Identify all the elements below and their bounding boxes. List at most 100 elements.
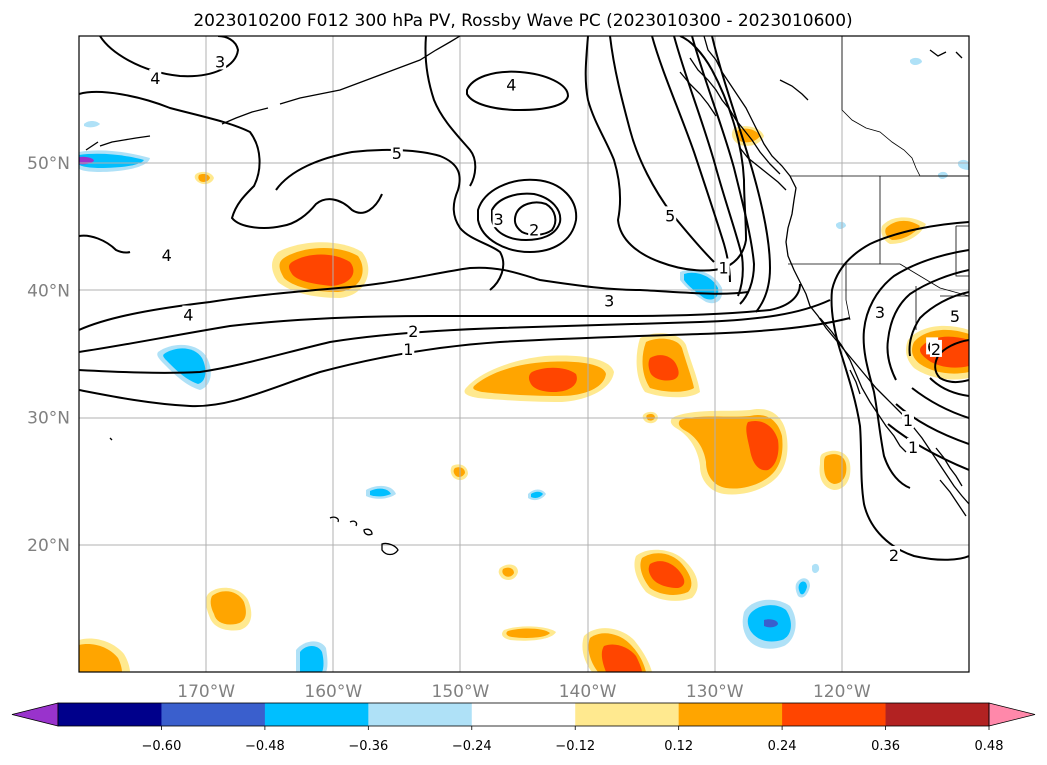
coastlines (85, 36, 969, 556)
positive-anomaly (528, 367, 577, 392)
negative-anomaly (910, 57, 922, 65)
colorbar-extend-low (11, 702, 59, 727)
contour-label: 2 (529, 220, 539, 239)
contour-label-background (874, 303, 886, 321)
positive-anomaly (646, 414, 655, 421)
contour-label-background (664, 206, 677, 224)
contour-label: 3 (875, 303, 885, 322)
negative-anomaly (958, 159, 969, 170)
contour-label: 5 (665, 206, 675, 225)
colorbar-extend-high (988, 702, 1036, 727)
colorbar-tick-label: 0.12 (664, 739, 693, 754)
contour-label-background (901, 411, 914, 429)
contour-label: 4 (506, 75, 516, 94)
pv-shading (79, 57, 969, 672)
contour-label-background (505, 75, 518, 93)
latitude-labels: 20°N 30°N 40°N 50°N (27, 154, 70, 556)
figure-title: 2023010200 F012 300 hPa PV, Rossby Wave … (193, 11, 852, 31)
colorbar-segment (161, 703, 266, 726)
positive-anomaly (506, 628, 550, 638)
colorbar-tick-label: −0.48 (245, 739, 285, 754)
longitude-labels: 170°W 160°W 150°W 140°W 130°W 120°W (177, 682, 871, 702)
colorbar-segment (58, 703, 162, 726)
colorbar-tick-label: −0.12 (555, 739, 595, 754)
contour-label-background (887, 545, 900, 563)
negative-anomaly (79, 156, 94, 165)
contour-label-background (949, 306, 962, 324)
negative-anomaly (163, 348, 206, 384)
latitude-label: 50°N (27, 154, 70, 174)
colorbar-segment (885, 703, 990, 726)
map-frame (78, 35, 970, 673)
colorbar-tick-label: −0.36 (348, 739, 388, 754)
positive-anomaly (824, 454, 847, 484)
contour-label-background (407, 322, 420, 340)
positive-anomaly (289, 254, 354, 286)
positive-anomaly (648, 561, 685, 588)
contour-label: 4 (150, 69, 160, 88)
borders (788, 36, 969, 330)
colorbar-segment (782, 703, 887, 726)
colorbar-segment (575, 703, 680, 726)
negative-anomaly (798, 581, 807, 595)
negative-anomaly (764, 619, 778, 628)
contour-label: 3 (604, 292, 614, 311)
contour-label-background (929, 339, 942, 357)
contour-label: 2 (889, 546, 899, 565)
contour-label: 4 (183, 306, 193, 325)
contour-label-background (182, 305, 195, 323)
positive-anomaly (648, 355, 679, 381)
contour-label-background (149, 68, 162, 86)
positive-anomaly (79, 644, 122, 672)
contour-label: 1 (903, 411, 913, 430)
positive-anomaly (601, 644, 642, 672)
contour-label-background (603, 291, 616, 309)
colorbar-segment (678, 703, 783, 726)
pv-contours (79, 36, 969, 561)
contour-label-background (402, 339, 415, 357)
map-background (79, 36, 969, 672)
colorbar-segment (471, 703, 576, 726)
negative-anomaly (370, 488, 391, 497)
contour-label-background (528, 220, 541, 238)
colorbar-tick-label: 0.48 (975, 739, 1004, 754)
positive-anomaly (210, 591, 246, 625)
contour-label: 5 (392, 144, 402, 163)
contour-label-background (492, 210, 505, 228)
contour-label-background (160, 245, 173, 263)
colorbar-tick-label: 0.24 (768, 739, 797, 754)
latitude-label: 20°N (27, 536, 70, 556)
longitude-label: 120°W (813, 682, 871, 702)
latitude-label: 30°N (27, 409, 70, 429)
contour-labels: 43453251443213562112 (149, 52, 962, 565)
contour-label-background (390, 144, 403, 162)
contour-label: 4 (162, 246, 172, 265)
contour-label: 1 (719, 259, 729, 278)
colorbar-tick-label: −0.60 (142, 739, 182, 754)
contour-label: 2 (931, 340, 941, 359)
contour-label: 5 (950, 307, 960, 326)
negative-anomaly (79, 153, 144, 168)
contour-label: 3 (493, 210, 503, 229)
negative-anomaly (938, 171, 948, 179)
negative-anomaly (300, 646, 324, 672)
contour-label: 3 (215, 52, 225, 71)
contour-label: 1 (403, 340, 413, 359)
contour-label-background (717, 258, 730, 276)
colorbar-tick-label: −0.24 (452, 739, 492, 754)
negative-anomaly (84, 121, 100, 128)
latitude-label: 40°N (27, 281, 70, 301)
positive-anomaly (198, 174, 210, 182)
negative-anomaly (531, 491, 543, 498)
longitude-label: 160°W (304, 682, 362, 702)
contour-label: 2 (408, 322, 418, 341)
longitude-label: 150°W (432, 682, 490, 702)
colorbar: −0.60 −0.48 −0.36 −0.24 −0.12 0.12 0.24 0.36 0.4… (11, 702, 1036, 754)
colorbar-outline (57, 702, 990, 727)
negative-anomaly (836, 221, 846, 229)
negative-anomaly (812, 563, 820, 573)
contour-label: 1 (908, 438, 918, 457)
longitude-label: 140°W (559, 682, 617, 702)
longitude-label: 130°W (686, 682, 744, 702)
positive-anomaly (453, 467, 465, 477)
